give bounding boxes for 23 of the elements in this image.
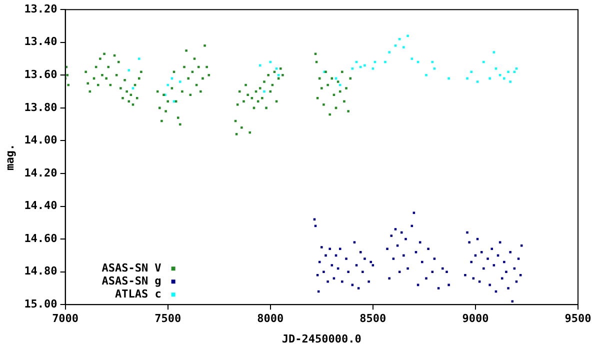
x-tick-label: 7000 bbox=[52, 312, 79, 326]
y-tick-label: 15.00 bbox=[24, 297, 58, 310]
x-tick-label: 8000 bbox=[257, 312, 284, 326]
x-axis-title: JD-2450000.0 bbox=[282, 332, 362, 346]
y-axis-title: mag. bbox=[3, 144, 16, 170]
y-tick-label: 13.60 bbox=[24, 68, 58, 82]
legend-label: ASAS-SN V bbox=[102, 261, 162, 274]
y-tick-label: 14.80 bbox=[24, 264, 58, 278]
y-tick-label: 14.20 bbox=[24, 166, 58, 180]
legend-label: ASAS-SN g bbox=[102, 274, 162, 288]
y-tick-label: 14.40 bbox=[24, 199, 58, 212]
y-tick-label: 13.20 bbox=[24, 2, 58, 16]
x-tick-label: 8500 bbox=[360, 312, 386, 326]
point bbox=[513, 70, 516, 74]
y-tick-label: 14.60 bbox=[24, 232, 58, 245]
x-tick-label: 9000 bbox=[462, 312, 489, 326]
y-tick-label: 13.80 bbox=[24, 100, 58, 114]
y-tick-label: 13.40 bbox=[24, 35, 58, 48]
x-tick-label: 9500 bbox=[564, 312, 592, 326]
point bbox=[359, 66, 362, 68]
y-tick-label: 14.00 bbox=[24, 134, 58, 147]
x-tick-label: 7500 bbox=[154, 312, 182, 326]
legend-label: ATLAS c bbox=[114, 287, 162, 300]
